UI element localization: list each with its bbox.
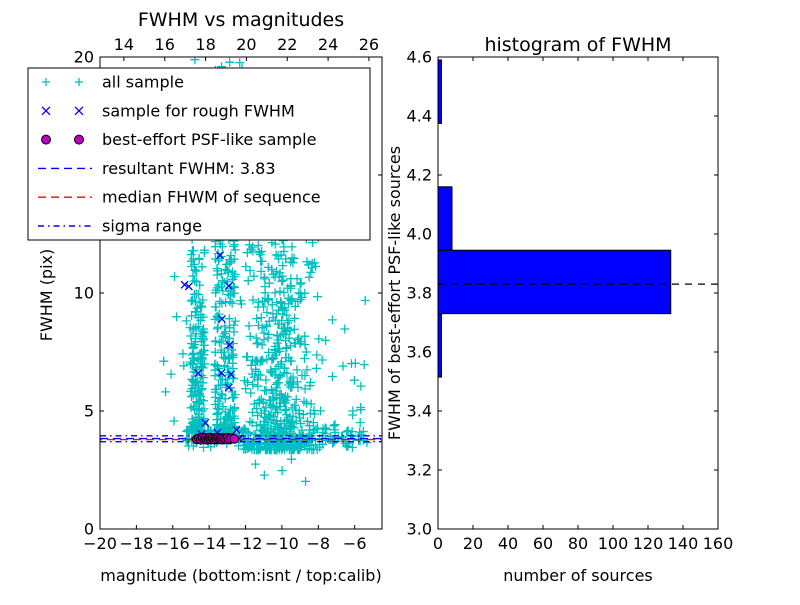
legend-item-sigma-range: sigma range xyxy=(38,217,202,236)
histogram-bar xyxy=(438,59,442,124)
y-tick-label: 20 xyxy=(74,48,94,67)
y-tick-label: 5 xyxy=(84,402,94,421)
legend-item-label: best-effort PSF-like sample xyxy=(102,130,316,149)
right-plot-ticks: 0 20 40 60 80 100 120 140 160 3.0 3.2 3.4 3.6 3.8 4.0 4… xyxy=(407,48,734,554)
right-plot: histogram of FWHM 0 20 40 60 80 100 120 140 160 3… xyxy=(385,34,733,585)
y-tick-label: 4.4 xyxy=(407,107,432,126)
y-tick-label: 3.8 xyxy=(407,284,432,303)
y-tick-label: 4.0 xyxy=(407,225,432,244)
scatter-all-sample-low-outliers xyxy=(251,454,311,486)
x-marker-icon xyxy=(41,106,84,116)
x-tick-label: 0 xyxy=(433,534,443,553)
left-plot-frame xyxy=(99,56,383,530)
histogram-bar xyxy=(438,313,442,378)
left-plot-xlabel: magnitude (bottom:isnt / top:calib) xyxy=(100,566,381,585)
left-plot: FWHM vs magnitudes −20 −18 −16 −14 −12 −10 −8−… xyxy=(27,9,383,585)
y-tick-label: 0 xyxy=(84,520,94,539)
x-tick-label: −20 xyxy=(83,534,117,553)
legend-item-all-sample: all sample xyxy=(42,73,184,92)
right-plot-frame xyxy=(437,56,719,530)
top-axis-tick-label: 26 xyxy=(359,35,379,54)
right-plot-title: histogram of FWHM xyxy=(484,34,671,56)
top-axis-tick-label: 18 xyxy=(195,35,215,54)
top-axis-tick-label: 14 xyxy=(114,35,134,54)
legend-item-label: sample for rough FWHM xyxy=(102,101,295,120)
x-tick-label: 60 xyxy=(533,534,553,553)
x-tick-label: 100 xyxy=(598,534,629,553)
scatter-all-sample-right-sparse xyxy=(302,258,370,435)
legend-item-label: median FHWM of sequence xyxy=(102,188,321,207)
y-tick-label: 3.2 xyxy=(407,461,432,480)
legend-item-median-fhwm-of-sequence: median FHWM of sequence xyxy=(38,188,321,207)
y-tick-label: 10 xyxy=(74,284,94,303)
legend-item-label: all sample xyxy=(102,73,184,92)
legend-item-resultant-fwhm-3-83: resultant FWHM: 3.83 xyxy=(38,159,276,178)
legend-item-label: sigma range xyxy=(102,217,202,236)
scatter-all-sample-streak-mid xyxy=(210,213,240,441)
scatter-all-sample-streak-left xyxy=(185,234,210,437)
scatter-all-sample-left-sparse xyxy=(159,272,191,426)
top-axis-tick-label: 16 xyxy=(155,35,175,54)
y-tick-label: 4.6 xyxy=(407,48,432,67)
x-tick-label: −12 xyxy=(229,534,263,553)
x-tick-label: −14 xyxy=(192,534,226,553)
circle-marker-icon xyxy=(74,134,84,145)
histogram-bar xyxy=(438,186,453,251)
y-tick-label: 4.2 xyxy=(407,166,432,185)
histogram-bars-area xyxy=(438,59,718,378)
right-plot-xlabel: number of sources xyxy=(503,566,653,585)
y-tick-label: 3.4 xyxy=(407,402,432,421)
scatter-all-sample-broad-cloud xyxy=(235,233,324,455)
histogram-bar xyxy=(438,249,672,315)
x-tick-label: 140 xyxy=(668,534,699,553)
top-axis-tick-label: 22 xyxy=(277,35,297,54)
right-plot-ylabel: FWHM of best-effort PSF-like sources xyxy=(385,146,404,440)
left-plot-ticks: −20−18−16−14−12−10−8−6051015201416182022… xyxy=(74,35,382,553)
legend: all sample sample for rough FWHM best-effo… xyxy=(27,67,371,241)
x-tick-label: 120 xyxy=(633,534,664,553)
legend-item-label: resultant FWHM: 3.83 xyxy=(102,159,276,178)
circle-marker-icon xyxy=(41,134,51,145)
plus-marker-icon xyxy=(42,78,83,86)
x-tick-label: −18 xyxy=(120,534,154,553)
top-axis-tick-label: 20 xyxy=(236,35,256,54)
legend-box xyxy=(27,67,371,241)
x-tick-label: −16 xyxy=(156,534,190,553)
x-tick-label: −8 xyxy=(307,534,331,553)
top-axis-tick-label: 24 xyxy=(318,35,338,54)
x-tick-label: 80 xyxy=(568,534,588,553)
y-tick-label: 3.0 xyxy=(407,520,432,539)
x-tick-label: 20 xyxy=(463,534,483,553)
x-tick-label: 160 xyxy=(703,534,734,553)
legend-item-best-effort-psf-like-sample: best-effort PSF-like sample xyxy=(41,130,316,149)
x-tick-label: 40 xyxy=(498,534,518,553)
left-plot-title: FWHM vs magnitudes xyxy=(138,9,344,31)
x-tick-label: −10 xyxy=(265,534,299,553)
scatter-psf-like-sample-point xyxy=(229,433,240,444)
y-tick-label: 3.6 xyxy=(407,343,432,362)
legend-item-sample-for-rough-fwhm: sample for rough FWHM xyxy=(41,101,295,120)
x-tick-label: −6 xyxy=(343,534,367,553)
left-plot-ylabel: FWHM (pix) xyxy=(37,249,56,342)
